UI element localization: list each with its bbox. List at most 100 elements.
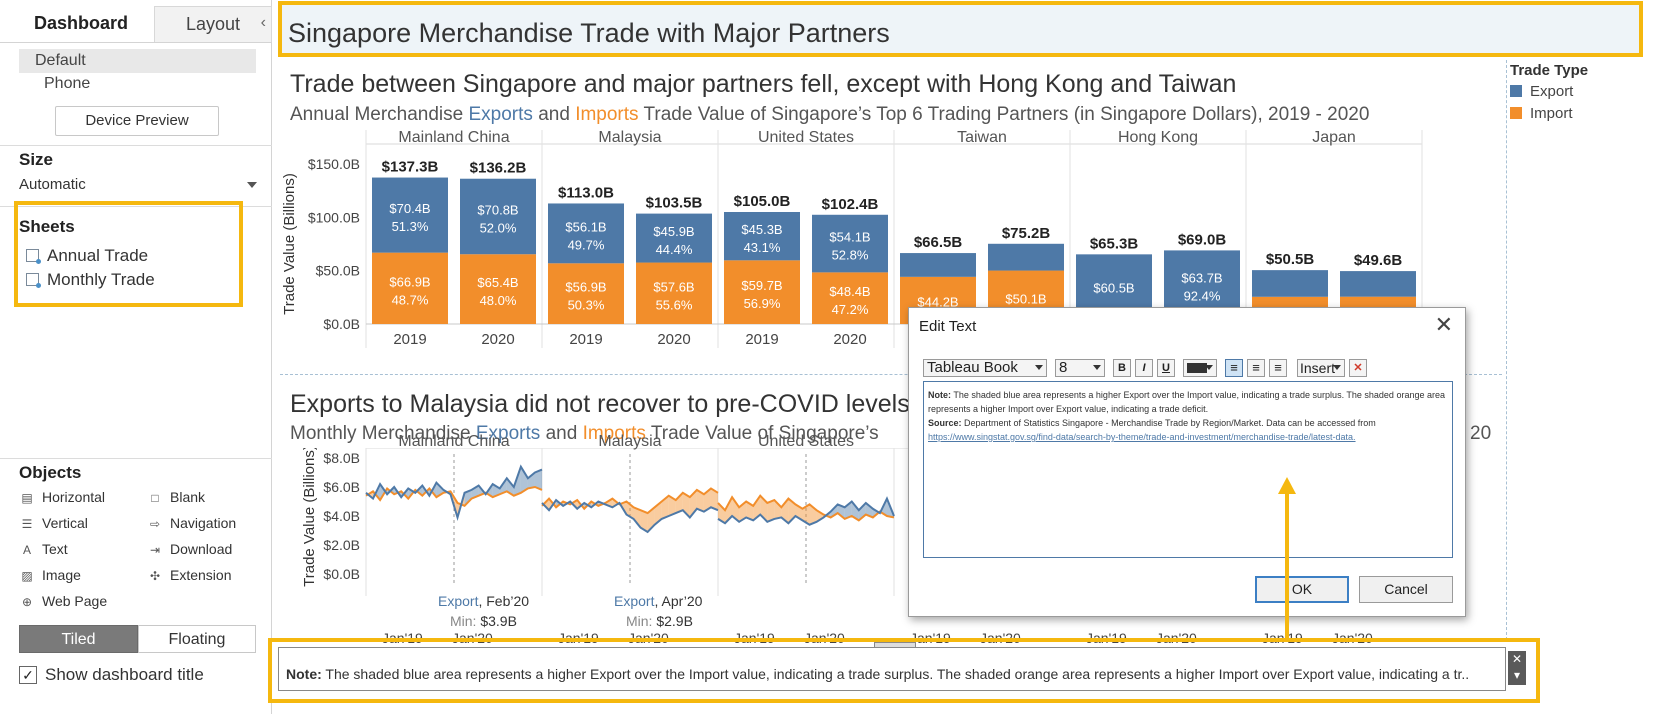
bar-export-label: $54.1B — [829, 230, 870, 245]
object-text[interactable]: A Text — [20, 539, 68, 559]
show-title-checkbox[interactable]: ✓ — [19, 666, 37, 684]
source-link[interactable]: https://www.singstat.gov.sg/find-data/se… — [928, 432, 1356, 442]
annotation-series: Export — [614, 593, 655, 609]
tab-layout[interactable]: Layout — [154, 6, 272, 42]
close-icon[interactable]: ✕ — [1434, 312, 1453, 337]
bar-import-pct: 47.2% — [832, 302, 869, 317]
text-editor-area[interactable]: Note: The shaded blue area represents a … — [923, 381, 1453, 558]
clear-formatting-button[interactable]: ✕ — [1349, 359, 1367, 377]
object-horizontal[interactable]: ▤ Horizontal — [20, 487, 105, 507]
blank-icon: □ — [151, 491, 159, 505]
bar-import-label: $65.4B — [477, 275, 518, 290]
tiled-button[interactable]: Tiled — [19, 625, 138, 653]
object-controls[interactable]: ✕ ▾ — [1508, 651, 1526, 685]
dialog-title: Edit Text — [919, 318, 977, 335]
object-extension[interactable]: ✣ Extension — [148, 565, 232, 585]
sheet-item-monthly-trade[interactable]: Monthly Trade — [26, 269, 155, 291]
difference-band — [837, 504, 845, 519]
bar-import-segment — [812, 272, 888, 324]
bar-export-pct: 52.0% — [480, 220, 517, 235]
object-label: Horizontal — [42, 489, 106, 505]
more-options-icon[interactable]: ▾ — [1513, 668, 1521, 682]
object-label: Extension — [170, 567, 232, 583]
sheet-item-annual-trade[interactable]: Annual Trade — [26, 245, 148, 267]
difference-band — [633, 507, 641, 528]
bar-total-label: $137.3B — [382, 159, 439, 176]
difference-band — [471, 485, 479, 499]
objects-heading: Objects — [19, 463, 82, 482]
text-icon: A — [22, 543, 31, 557]
cancel-button[interactable]: Cancel — [1359, 576, 1453, 603]
floating-button[interactable]: Floating — [138, 625, 256, 653]
align-right-button[interactable]: ≡ — [1269, 359, 1287, 377]
bar-total-label: $50.5B — [1266, 251, 1315, 268]
device-preview-button[interactable]: Device Preview — [55, 106, 219, 136]
bar-import-label: $59.7B — [741, 278, 782, 293]
object-vertical[interactable]: ☰ Vertical — [20, 513, 88, 533]
bar-import-label: $44.2B — [917, 294, 958, 309]
exports-keyword: Exports — [475, 423, 541, 444]
x-tick-label: Jan'20 — [980, 630, 1021, 644]
trade-type-legend[interactable]: Trade Type Export Import — [1510, 62, 1640, 123]
insert-menu-button[interactable]: Insert — [1297, 359, 1345, 377]
device-phone[interactable]: Phone — [44, 75, 91, 92]
object-navigation[interactable]: ⇨ Navigation — [148, 513, 236, 533]
object-label: Text — [42, 541, 68, 557]
partner-header: Mainland China — [398, 129, 509, 146]
imports-keyword: Imports — [575, 104, 639, 125]
difference-band — [802, 504, 810, 525]
align-center-button[interactable]: ≡ — [1247, 359, 1265, 377]
italic-button[interactable]: I — [1135, 359, 1153, 377]
annotation-date: , Feb’20 — [478, 593, 529, 609]
y-tick-label: $2.0B — [323, 537, 360, 553]
bold-button[interactable]: B — [1113, 359, 1131, 377]
ok-button[interactable]: OK — [1255, 576, 1349, 603]
legend-title: Trade Type — [1510, 62, 1589, 79]
partner-header: Hong Kong — [1118, 129, 1198, 146]
size-dropdown[interactable]: Automatic — [19, 174, 259, 196]
monthly-subtitle-tail: 20 — [1470, 423, 1492, 444]
partner-header: Mainland China — [398, 433, 509, 450]
x-tick-label: Jan'20 — [628, 630, 669, 644]
font-family-select[interactable]: Tableau Book — [923, 359, 1047, 377]
difference-band — [703, 488, 711, 512]
difference-band — [654, 501, 662, 525]
tab-dashboard[interactable]: Dashboard — [33, 13, 129, 33]
y-tick-label: $4.0B — [323, 508, 360, 524]
color-swatch — [1187, 363, 1207, 373]
object-image[interactable]: ▨ Image — [20, 565, 81, 585]
collapse-pane-icon[interactable]: ‹ — [260, 14, 266, 31]
partner-header: Japan — [1312, 129, 1356, 146]
y-axis-title: Trade Value (Billions) — [301, 448, 318, 587]
device-default[interactable]: Default — [19, 49, 256, 73]
note-label: Note: — [928, 390, 951, 400]
note-text-object[interactable] — [278, 647, 1506, 691]
y-axis-title: Trade Value (Billions) — [281, 173, 298, 315]
subtitle-text: and — [532, 104, 576, 125]
bar-total-label: $113.0B — [558, 184, 614, 201]
sheet-label: Annual Trade — [47, 246, 149, 265]
vertical-icon: ☰ — [21, 517, 33, 531]
object-download[interactable]: ⇥ Download — [148, 539, 232, 559]
font-color-picker[interactable] — [1183, 359, 1217, 377]
x-tick-label: 2019 — [745, 331, 778, 348]
close-icon[interactable]: ✕ — [1511, 652, 1523, 666]
x-tick-label: Jan'19 — [734, 630, 775, 644]
legend-item-import[interactable]: Import — [1510, 105, 1640, 123]
dashboard-title-area[interactable] — [282, 5, 1642, 53]
object-blank[interactable]: □ Blank — [148, 487, 205, 507]
align-left-button[interactable]: ≡ — [1225, 359, 1243, 377]
font-size-select[interactable]: 8 — [1055, 359, 1105, 377]
bar-export-pct: 51.3% — [392, 219, 429, 234]
annual-chart-title: Trade between Singapore and major partne… — [290, 70, 1237, 98]
legend-item-export[interactable]: Export — [1510, 83, 1640, 101]
x-tick-label: Jan'19 — [1086, 630, 1127, 644]
min-annotation: Export, Apr’20 — [614, 593, 703, 609]
underline-button[interactable]: U — [1157, 359, 1175, 377]
object-web-page[interactable]: ⊕ Web Page — [20, 591, 107, 611]
bar-export-label: $45.9B — [653, 224, 694, 239]
bar-export-pct: 49.7% — [568, 237, 605, 252]
bar-export-label: $45.3B — [741, 222, 782, 237]
bar-export-segment — [900, 253, 976, 277]
annotation-series: Export — [438, 593, 479, 609]
